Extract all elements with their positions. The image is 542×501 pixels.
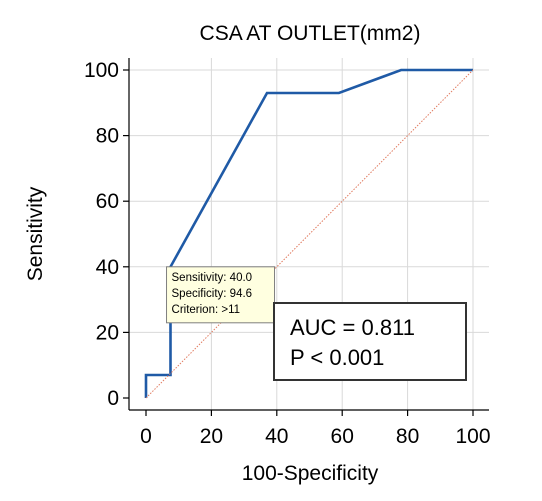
x-tick-label: 80 <box>396 425 419 448</box>
y-tick-label: 20 <box>96 321 119 344</box>
tick-labels: 0 20 40 60 80 100 0 20 40 60 80 100 <box>84 59 491 448</box>
tooltip-box <box>166 266 276 324</box>
x-tick-label: 100 <box>455 425 490 448</box>
annotation-box <box>273 302 467 381</box>
y-axis-label: Sensitivity <box>24 186 47 281</box>
tooltip-line: Criterion: >11 <box>172 304 241 316</box>
series-layer <box>144 68 474 399</box>
chart-title: CSA AT OUTLET(mm2) <box>200 22 421 45</box>
y-tick-label: 100 <box>84 59 119 82</box>
auc-annotation-box: AUC = 0.811 P < 0.001 <box>273 302 467 381</box>
p-value-text: P < 0.001 <box>290 345 384 370</box>
tooltip-line: Sensitivity: 40.0 <box>172 272 253 284</box>
y-tick-label: 60 <box>96 190 119 213</box>
tooltip-line: Specificity: 94.6 <box>172 288 253 300</box>
x-tick-label: 0 <box>140 425 152 448</box>
auc-value-text: AUC = 0.811 <box>290 315 415 340</box>
x-axis-label: 100-Specificity <box>242 462 379 485</box>
axes <box>123 58 489 416</box>
x-tick-label: 20 <box>200 425 223 448</box>
y-tick-label: 40 <box>96 256 119 279</box>
y-tick-label: 0 <box>107 387 119 410</box>
reference-diagonal-line <box>145 69 474 399</box>
y-tick-label: 80 <box>96 125 119 148</box>
roc-curve-line <box>144 68 473 398</box>
x-tick-label: 60 <box>331 425 354 448</box>
criterion-tooltip: Sensitivity: 40.0 Specificity: 94.6 Criter… <box>166 266 276 324</box>
x-tick-label: 40 <box>265 425 288 448</box>
